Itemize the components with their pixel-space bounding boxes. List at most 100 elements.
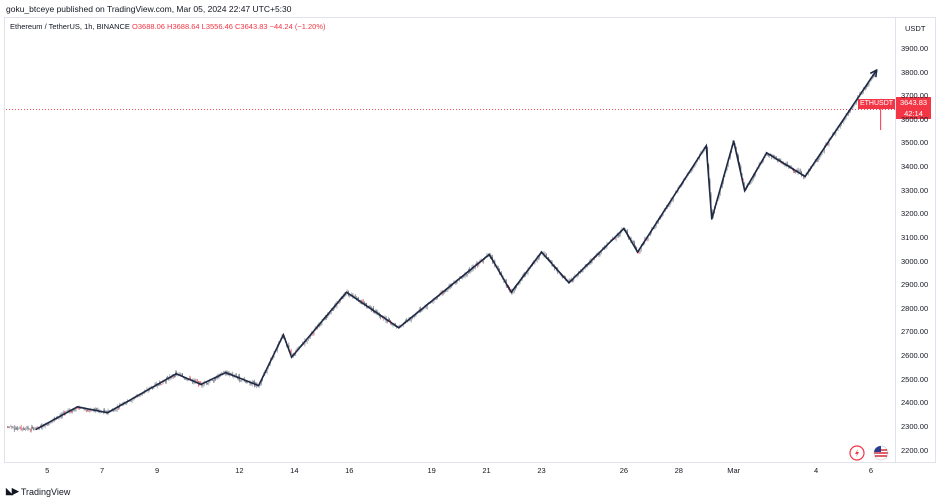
- y-tick-label: 2200.00: [901, 445, 929, 455]
- candle-body: [750, 180, 752, 183]
- candle-body: [152, 387, 154, 389]
- candle-body: [88, 410, 90, 411]
- candle-body: [379, 316, 381, 318]
- candle-body: [31, 426, 32, 431]
- candle-body: [71, 410, 72, 412]
- candle-body: [576, 275, 578, 277]
- candle-body: [113, 409, 115, 411]
- candle-body: [391, 324, 393, 326]
- candle-body: [85, 410, 87, 411]
- candle-body: [114, 410, 116, 412]
- y-tick-label: 3700.00: [901, 91, 929, 101]
- candle-body: [131, 399, 133, 402]
- candle-body: [27, 426, 29, 429]
- candle-body: [463, 275, 465, 277]
- candles: [6, 69, 878, 433]
- wave-point: [345, 291, 348, 294]
- candle-body: [224, 371, 226, 373]
- candle-body: [820, 154, 822, 156]
- candle-body: [330, 310, 332, 314]
- candle-body: [599, 253, 601, 256]
- candle-body: [84, 408, 86, 411]
- y-tick-label: 2900.00: [901, 280, 929, 290]
- candle-body: [349, 295, 350, 297]
- candle-body: [434, 298, 436, 300]
- candle-body: [235, 374, 237, 378]
- candle-body: [815, 160, 817, 162]
- candle-body: [844, 117, 846, 121]
- candle-body: [36, 427, 38, 429]
- y-tick-label: 3500.00: [901, 138, 929, 148]
- candle-body: [519, 281, 521, 285]
- candle-body: [588, 264, 590, 266]
- candle-body: [392, 324, 394, 326]
- y-tick-label: 2500.00: [901, 374, 929, 384]
- tradingview-logo-icon: ◣▶: [6, 486, 19, 496]
- wave-point: [257, 384, 260, 387]
- candle-body: [442, 292, 444, 295]
- y-tick-label: 2300.00: [901, 421, 929, 431]
- candle-body: [572, 279, 574, 282]
- wave-point: [765, 152, 768, 154]
- candle-body: [421, 309, 422, 312]
- wave-point: [106, 411, 109, 414]
- x-tick-label: 7: [100, 466, 105, 475]
- wave-point: [636, 251, 639, 253]
- candle-body: [306, 340, 308, 343]
- candle-body: [200, 381, 202, 384]
- wave-point: [200, 383, 202, 386]
- candle-body: [50, 423, 52, 424]
- candle-body: [76, 408, 78, 409]
- time-axis-border: [4, 462, 936, 463]
- candle-body: [25, 428, 27, 430]
- candle-body: [55, 419, 56, 421]
- candle-body: [212, 380, 214, 381]
- candle-body: [762, 161, 763, 163]
- candle-body: [47, 423, 48, 426]
- candle-body: [850, 109, 852, 112]
- candle-body: [819, 155, 821, 159]
- candle-body: [8, 427, 9, 428]
- candle-body: [115, 409, 117, 411]
- candle-body: [782, 163, 784, 165]
- candle-body: [749, 182, 751, 185]
- candle-body: [619, 234, 620, 236]
- candle-body: [320, 323, 322, 326]
- candle-body: [44, 424, 46, 427]
- candle-body: [410, 318, 412, 321]
- candle-body: [639, 249, 641, 252]
- candle-body: [548, 257, 549, 261]
- wave-point: [540, 251, 543, 253]
- candle-body: [466, 273, 468, 275]
- y-tick-label: 3100.00: [901, 232, 929, 242]
- candle-body: [48, 423, 49, 424]
- candle-body: [821, 152, 823, 155]
- candle-body: [817, 159, 818, 162]
- currency-label[interactable]: USDT: [905, 24, 926, 33]
- y-tick-label: 3300.00: [901, 185, 929, 195]
- candle-body: [412, 316, 413, 319]
- tradingview-logo[interactable]: ◣▶ TradingView: [6, 486, 70, 497]
- candle-body: [345, 292, 347, 296]
- candle-body: [234, 374, 236, 376]
- y-tick-label: 3200.00: [901, 209, 929, 219]
- wave-point: [290, 356, 293, 359]
- candle-body: [614, 238, 616, 240]
- candle-body: [648, 235, 650, 236]
- candle-body: [260, 380, 262, 385]
- candle-body: [605, 246, 607, 249]
- candle-body: [462, 275, 464, 279]
- x-tick-label: 16: [345, 466, 354, 475]
- candle-body: [307, 338, 309, 341]
- wave-point: [732, 140, 735, 142]
- candle-body: [231, 373, 233, 375]
- last-price-tag: 3643.83 42:14: [896, 97, 931, 119]
- wave-point: [397, 326, 400, 329]
- candle-body: [445, 290, 447, 292]
- candle-body: [240, 380, 242, 381]
- candle-body: [853, 104, 855, 106]
- candle-body: [866, 84, 868, 88]
- candle-body: [164, 381, 166, 383]
- wave-point: [743, 189, 746, 192]
